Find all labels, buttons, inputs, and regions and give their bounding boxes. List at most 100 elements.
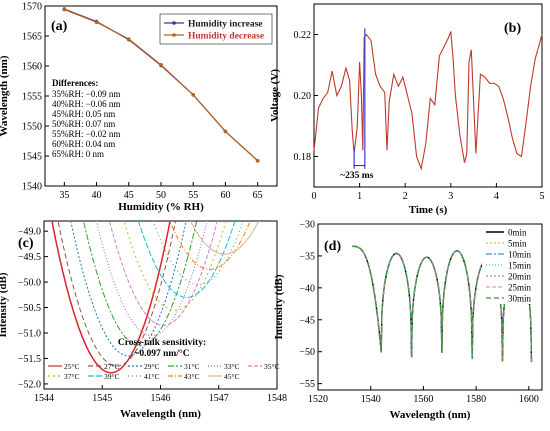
legend-entry: 45°C bbox=[224, 372, 240, 381]
y-tick-label: −51.0 bbox=[18, 329, 41, 340]
x-tick-label: 1520 bbox=[308, 394, 328, 405]
legend-entry: 20min bbox=[508, 272, 532, 282]
legend-entry: 0min bbox=[508, 228, 527, 238]
x-tick-label: 65 bbox=[253, 190, 263, 201]
temperature-series bbox=[70, 221, 187, 357]
x-tick-label: 1600 bbox=[519, 394, 539, 405]
legend-entry: 31°C bbox=[184, 362, 200, 371]
y-tick-label: 1560 bbox=[22, 62, 42, 73]
plot-frame bbox=[317, 223, 543, 391]
panel-label: (d) bbox=[324, 239, 341, 254]
y-tick-label: −50 bbox=[299, 347, 315, 358]
legend-entry: 41°C bbox=[144, 372, 160, 381]
data-point bbox=[159, 63, 163, 67]
y-tick-label: −45 bbox=[299, 315, 315, 326]
data-point bbox=[223, 129, 228, 134]
x-tick-label: 40 bbox=[92, 190, 102, 201]
legend-entry: 35°C bbox=[264, 362, 280, 371]
x-tick-label: 1548 bbox=[267, 393, 287, 404]
temperature-series bbox=[137, 221, 236, 298]
marker-label: ~235 ms bbox=[340, 171, 373, 181]
panel-a-humidity-wavelength: 35 40 45 50 55 60 65 1540 1545 1550 1555 1560 1565 15… bbox=[0, 2, 278, 213]
x-tick-label: 1544 bbox=[34, 393, 54, 404]
panel-d-stability-spectra: 1520 1540 1560 1580 1600 −30 −35 −40 −45 −50 −55 Wa… bbox=[273, 220, 543, 421]
legend-box bbox=[482, 226, 540, 304]
panel-label: (a) bbox=[51, 19, 68, 34]
y-tick-label: 1565 bbox=[22, 32, 42, 43]
annotation-line: 65%RH: 0 nm bbox=[52, 149, 104, 159]
annotation-line: 55%RH: −0.02 nm bbox=[52, 129, 120, 139]
voltage-trace bbox=[313, 31, 543, 171]
x-tick-label: 5 bbox=[540, 191, 545, 202]
x-tick-label: 50 bbox=[156, 190, 166, 201]
legend-entry: 5min bbox=[508, 239, 527, 249]
y-axis-label: Intensity (dB) bbox=[273, 274, 285, 339]
temperature-series bbox=[82, 221, 198, 347]
legend-entry: 15min bbox=[508, 261, 532, 271]
x-tick-label: 1547 bbox=[209, 393, 229, 404]
y-tick-label: −50.5 bbox=[18, 303, 41, 314]
x-axis-label: Humidity (% RH) bbox=[118, 201, 204, 213]
y-tick-label: 1550 bbox=[22, 122, 42, 133]
annotation-title: Cross-talk sensitivity: bbox=[118, 338, 206, 348]
x-axis-label: Wavelength (nm) bbox=[390, 409, 471, 421]
temperature-series bbox=[51, 221, 171, 374]
x-tick-label: 0 bbox=[312, 191, 317, 202]
x-tick-label: 45 bbox=[124, 190, 134, 201]
x-tick-label: 4 bbox=[494, 191, 499, 202]
x-tick-label: 2 bbox=[403, 191, 408, 202]
y-tick-label: 0.22 bbox=[294, 30, 312, 41]
panel-c-temperature-crosstalk: 1544 1545 1546 1547 1548 −49.0 −49.5 −50.0 −50.5… bbox=[0, 220, 287, 420]
y-tick-label: 0.20 bbox=[294, 91, 312, 102]
x-tick-label: 3 bbox=[448, 191, 453, 202]
data-point bbox=[62, 7, 67, 12]
y-tick-label: 1545 bbox=[22, 152, 42, 163]
temperature-series bbox=[57, 221, 177, 367]
y-tick-label: 0.18 bbox=[294, 152, 312, 163]
x-tick-label: 1580 bbox=[466, 394, 486, 405]
legend-entry: 37°C bbox=[64, 372, 80, 381]
legend: 25°C 27°C 29°C 31°C 33°C 35°C 37°C 39°C 41°C 43°C… bbox=[48, 362, 280, 381]
legend-entry: 27°C bbox=[104, 362, 120, 371]
x-tick-label: 1 bbox=[357, 191, 362, 202]
annotation-title: Differences: bbox=[52, 78, 98, 88]
data-point bbox=[191, 93, 196, 97]
annotation-line: 40%RH: −0.06 nm bbox=[52, 99, 120, 109]
annotation-line: 60%RH: 0.04 nm bbox=[52, 139, 115, 149]
legend-entry: 39°C bbox=[104, 372, 120, 381]
x-tick-label: 1560 bbox=[413, 394, 433, 405]
data-point bbox=[126, 37, 131, 41]
panel-label: (c) bbox=[18, 236, 34, 251]
y-tick-label: −49.5 bbox=[18, 252, 41, 263]
annotation-value: ~0.097 nm/°C bbox=[134, 348, 189, 359]
legend-entry: Humidity increase bbox=[188, 20, 263, 30]
temperature-series bbox=[108, 221, 218, 326]
y-tick-label: 1540 bbox=[22, 182, 42, 193]
x-axis-label: Wavelength (nm) bbox=[120, 408, 201, 420]
y-axis-label: Voltage (V) bbox=[269, 69, 281, 122]
y-tick-label: 1555 bbox=[22, 92, 42, 103]
annotation-line: 45%RH: 0.05 nm bbox=[52, 109, 115, 119]
x-tick-label: 1540 bbox=[361, 394, 381, 405]
y-tick-label: −55 bbox=[299, 379, 315, 390]
temperature-series bbox=[189, 221, 260, 255]
x-axis-label: Time (s) bbox=[409, 204, 448, 216]
y-tick-label: −49.0 bbox=[18, 227, 41, 238]
y-axis-label: Wavelength (nm) bbox=[0, 55, 10, 136]
x-tick-label: 1545 bbox=[92, 393, 112, 404]
y-tick-label: −40 bbox=[299, 283, 315, 294]
legend-entry: 10min bbox=[508, 250, 532, 260]
y-tick-label: −51.5 bbox=[18, 354, 41, 365]
temperature-series bbox=[95, 221, 208, 336]
y-tick-label: −52.0 bbox=[18, 379, 41, 390]
legend-entry: 43°C bbox=[184, 372, 200, 381]
y-tick-label: −50.0 bbox=[18, 278, 41, 289]
y-tick-label: −35 bbox=[299, 251, 315, 262]
y-tick-label: −30 bbox=[299, 220, 315, 231]
annotation-line: 35%RH: −0.09 nm bbox=[52, 89, 120, 99]
legend-box bbox=[159, 13, 273, 45]
plot-area bbox=[51, 221, 260, 374]
x-tick-label: 1546 bbox=[151, 393, 171, 404]
x-tick-label: 60 bbox=[220, 190, 230, 201]
